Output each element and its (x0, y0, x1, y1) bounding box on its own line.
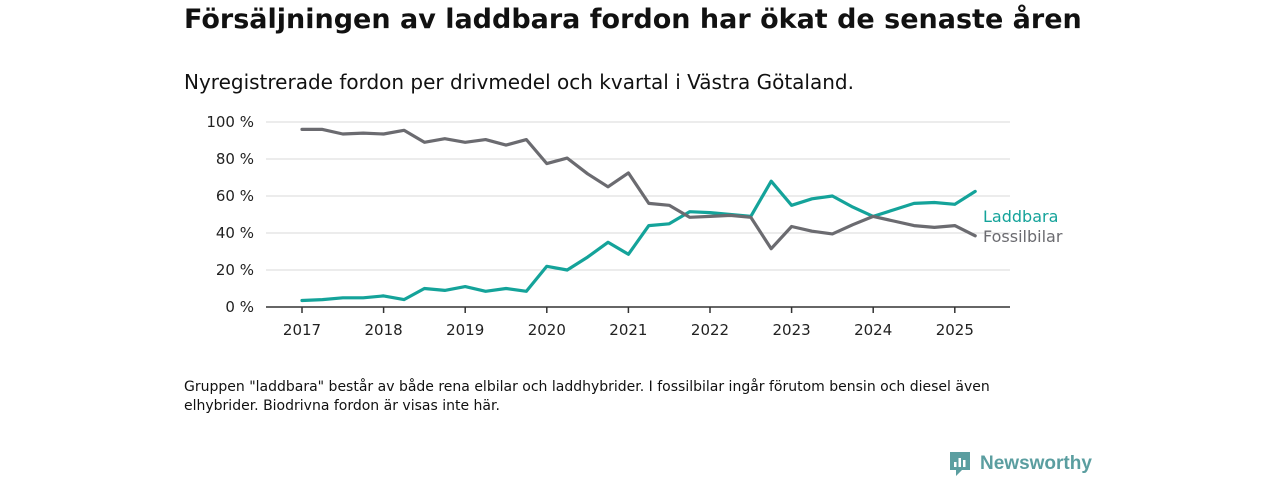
y-tick-label: 60 % (216, 187, 254, 205)
brand-logo[interactable]: Newsworthy (948, 450, 1092, 478)
series-lines (300, 127, 977, 303)
series-label-1: Fossilbilar (983, 227, 1063, 246)
y-tick-label: 80 % (216, 150, 254, 168)
x-tick-label: 2021 (609, 321, 647, 339)
y-tick-label: 40 % (216, 224, 254, 242)
x-tick-label: 2023 (773, 321, 811, 339)
y-axis-ticks: 0 % 20 % 40 % 60 % 80 % 100 % (206, 113, 254, 316)
y-tick-label: 20 % (216, 261, 254, 279)
x-tick-label: 2024 (854, 321, 892, 339)
series-line-0 (300, 179, 977, 303)
chart-title: Försäljningen av laddbara fordon har öka… (184, 4, 1082, 35)
x-axis-ticks: 2017 2018 2019 2020 2021 2022 2023 2024 2025 (283, 307, 974, 339)
y-tick-label: 0 % (225, 298, 254, 316)
newsworthy-logo-icon (950, 452, 970, 476)
x-tick-label: 2017 (283, 321, 321, 339)
series-label-0: Laddbara (983, 207, 1058, 226)
brand-name: Newsworthy (980, 453, 1092, 474)
y-tick-label: 100 % (206, 113, 254, 131)
chart-subtitle: Nyregistrerade fordon per drivmedel och … (184, 70, 854, 94)
footnote: Gruppen "laddbara" består av både rena e… (184, 379, 990, 414)
series-line-1 (300, 127, 977, 251)
x-tick-label: 2018 (365, 321, 403, 339)
line-chart: 0 % 20 % 40 % 60 % 80 % 100 % 2017 2018 2019 202… (206, 113, 1063, 339)
grid-lines (266, 121, 1010, 271)
x-tick-label: 2022 (691, 321, 729, 339)
x-tick-label: 2020 (528, 321, 566, 339)
x-tick-label: 2019 (446, 321, 484, 339)
x-tick-label: 2025 (936, 321, 974, 339)
